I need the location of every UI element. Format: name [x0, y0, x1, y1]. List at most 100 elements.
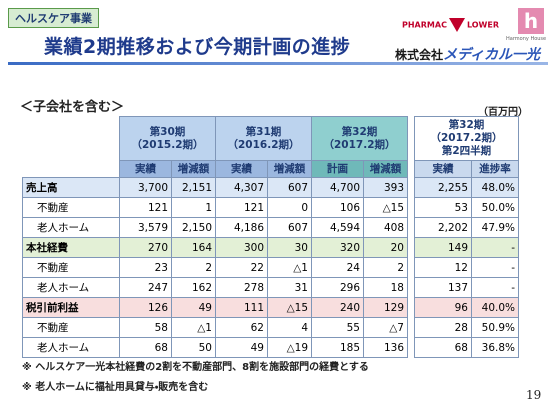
- company-prefix: 株式会社: [395, 48, 444, 62]
- group-header-line: 第2四半期: [441, 145, 492, 157]
- value-cell: △1: [267, 257, 312, 278]
- value-cell: 4,186: [215, 217, 268, 238]
- logo-flower: [448, 18, 465, 32]
- gap-cell: [408, 318, 415, 338]
- value-cell: 4,700: [311, 177, 364, 198]
- page-number: 19: [526, 388, 542, 402]
- value-cell: 53: [414, 197, 472, 218]
- value-cell: 278: [215, 277, 268, 298]
- value-cell: 20: [363, 237, 408, 258]
- title-rule: [8, 62, 548, 65]
- group-header-line: （2016.2期）: [227, 138, 300, 151]
- row-label: 本社経費: [22, 237, 120, 258]
- value-cell: △15: [267, 297, 312, 318]
- value-cell: 2,255: [414, 177, 472, 198]
- value-cell: -: [471, 277, 519, 298]
- value-cell: 1: [171, 197, 216, 218]
- column-header: 実績: [215, 160, 268, 178]
- row-label: 不動産: [22, 257, 120, 278]
- gap-cell: [408, 258, 415, 278]
- value-cell: 607: [267, 217, 312, 238]
- value-cell: 121: [119, 197, 172, 218]
- column-header: 増減額: [267, 160, 312, 178]
- value-cell: 40.0%: [471, 297, 519, 318]
- value-cell: 185: [311, 337, 364, 358]
- value-cell: 3,579: [119, 217, 172, 238]
- group-header-line: （2017.2期）: [323, 138, 396, 151]
- value-cell: 408: [363, 217, 408, 238]
- slide-title: 業績2期推移および今期計画の進捗: [44, 36, 351, 58]
- group-header-line: 第32期: [341, 125, 378, 138]
- value-cell: -: [471, 257, 519, 278]
- value-cell: 47.9%: [471, 217, 519, 238]
- logo-text: LOWER: [466, 20, 499, 30]
- note: ※ ヘルスケア一光本社経費の2割を不動産部門、8割を施設部門の経費とする: [22, 362, 369, 373]
- unit-label: （百万円）: [478, 107, 528, 118]
- value-cell: 4,594: [311, 217, 364, 238]
- group-header-line: 第32期: [448, 119, 485, 131]
- notes: ※ ヘルスケア一光本社経費の2割を不動産部門、8割を施設部門の経費とする ※ 老人…: [22, 358, 369, 398]
- value-cell: 28: [414, 317, 472, 338]
- gap-cell: [408, 298, 415, 318]
- table-row: 税引前利益 126 49 111 △15 240 129 96 40.0%: [22, 297, 519, 318]
- harmony-logo: h: [518, 8, 544, 34]
- value-cell: 96: [414, 297, 472, 318]
- row-label: 老人ホーム: [22, 277, 120, 298]
- value-cell: 2: [363, 257, 408, 278]
- gap-cell: [408, 178, 415, 198]
- group-header: 第31期 （2016.2期）: [215, 116, 312, 161]
- gap-cell: [408, 278, 415, 298]
- value-cell: -: [471, 237, 519, 258]
- value-cell: 126: [119, 297, 172, 318]
- table-row: 老人ホーム 247 162 278 31 296 18 137-: [22, 277, 519, 298]
- value-cell: △15: [363, 197, 408, 218]
- table-row: 不動産 121 1 121 0 106 △15 53 50.0%: [22, 197, 519, 218]
- group-header-line: （2017.2期）: [430, 132, 503, 144]
- value-cell: 2,202: [414, 217, 472, 238]
- value-cell: 36.8%: [471, 337, 519, 358]
- row-label: 老人ホーム: [22, 217, 120, 238]
- value-cell: 240: [311, 297, 364, 318]
- value-cell: 55: [311, 317, 364, 338]
- value-cell: 121: [215, 197, 268, 218]
- company-name: メディカル一光: [443, 47, 541, 63]
- value-cell: 137: [414, 277, 472, 298]
- value-cell: 129: [363, 297, 408, 318]
- value-cell: 48.0%: [471, 177, 519, 198]
- subheader-row: 実績 増減額 実績 増減額 計画 増減額 実績 進捗率: [23, 160, 519, 178]
- table-row: 本社経費 270 164 300 30 320 20 149-: [22, 237, 519, 258]
- value-cell: 296: [311, 277, 364, 298]
- group-header-line: 第30期: [149, 125, 186, 138]
- row-label: 不動産: [22, 197, 120, 218]
- value-cell: 149: [414, 237, 472, 258]
- value-cell: 162: [171, 277, 216, 298]
- logo-text: PHARMAC: [402, 20, 447, 30]
- column-header: 実績: [414, 160, 472, 178]
- value-cell: 49: [171, 297, 216, 318]
- value-cell: 50.9%: [471, 317, 519, 338]
- gap-cell: [408, 218, 415, 238]
- value-cell: 12: [414, 257, 472, 278]
- column-header: 増減額: [363, 160, 408, 178]
- group-header-line: （2015.2期）: [131, 138, 204, 151]
- value-cell: 247: [119, 277, 172, 298]
- note: ※ 老人ホームに福祉用具貸与・販売を含む: [22, 382, 209, 393]
- value-cell: △19: [267, 337, 312, 358]
- value-cell: 49: [215, 337, 268, 358]
- group-header: 第32期 （2017.2期） 第2四半期: [414, 116, 519, 161]
- section-tag: ヘルスケア事業: [8, 8, 99, 28]
- value-cell: 18: [363, 277, 408, 298]
- gap-cell: [408, 338, 415, 358]
- column-header: 増減額: [171, 160, 216, 178]
- gap-cell: [408, 198, 415, 218]
- value-cell: 300: [215, 237, 268, 258]
- value-cell: 3,700: [119, 177, 172, 198]
- table-row: 不動産 23 2 22 △1 24 2 12-: [22, 257, 519, 278]
- value-cell: 111: [215, 297, 268, 318]
- value-cell: 58: [119, 317, 172, 338]
- column-header: 進捗率: [471, 160, 519, 178]
- value-cell: 62: [215, 317, 268, 338]
- group-header: 第30期 （2015.2期）: [119, 116, 216, 161]
- value-cell: 320: [311, 237, 364, 258]
- value-cell: 23: [119, 257, 172, 278]
